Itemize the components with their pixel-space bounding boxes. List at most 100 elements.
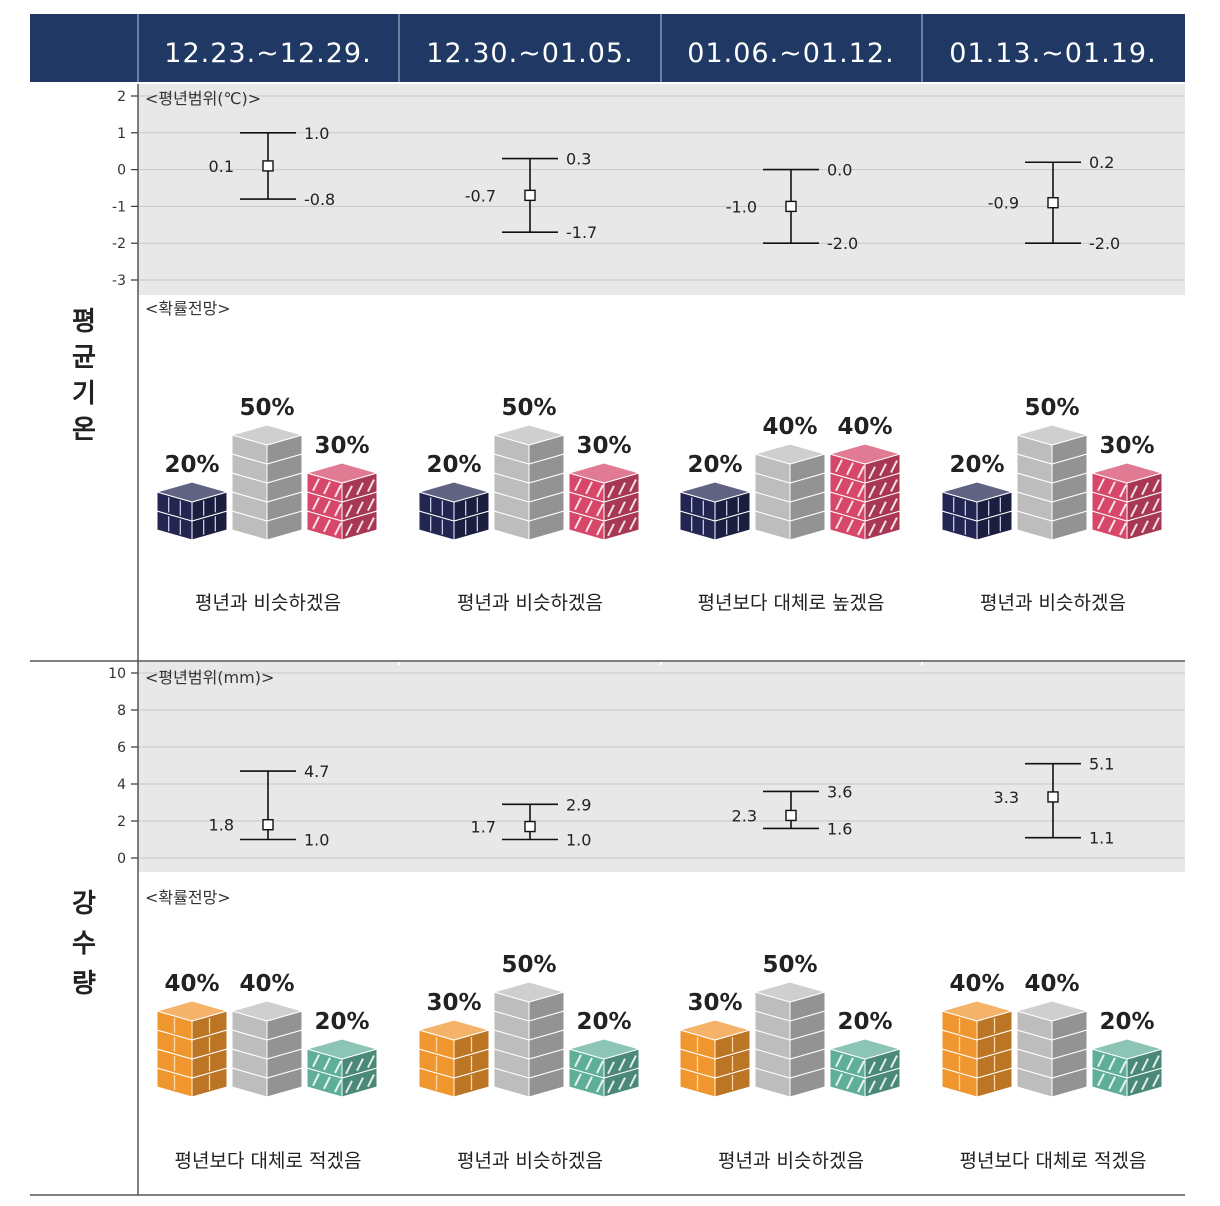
precip-normal-stack-block	[754, 1048, 826, 1079]
precip-above-stack-texture	[1108, 1076, 1116, 1090]
temp-center-label: -1.0	[726, 197, 757, 216]
precip-tick-label: 0	[117, 851, 126, 867]
precip-below-stack: 40%	[155, 971, 229, 1098]
precip-range-bars: 4.7 1.0 1.8 2.9 1.0 1.7 3.6 1.6 2.3 5.1 1.1 3.3	[209, 755, 1115, 850]
temp-above-stack-texture	[890, 517, 898, 531]
precip-above-stack-texture	[857, 1079, 865, 1093]
temp-above-stack-texture	[835, 497, 843, 511]
precip-center-label: 1.7	[471, 818, 496, 837]
temp-above-stack-texture	[607, 504, 615, 518]
temp-errorbar: 1.0 -0.8 0.1	[209, 124, 336, 209]
temp-center-marker	[262, 160, 274, 172]
temp-below-stack: 20%	[155, 452, 229, 541]
temp-normal-stack-block	[231, 510, 303, 541]
temp-section-label-char: 기	[72, 379, 96, 409]
precip-above-stack-texture	[1119, 1060, 1127, 1074]
temp-normal-stack-top	[492, 424, 566, 446]
precip-section-label-char: 수	[72, 929, 96, 959]
temp-normal-stack-percent-label: 50%	[1024, 395, 1079, 421]
temp-center-label: -0.9	[988, 194, 1019, 213]
temp-below-stack-block	[418, 510, 490, 541]
temp-normal-stack: 50%	[492, 395, 566, 541]
temp-above-stack-texture	[345, 523, 353, 537]
temp-range-label: <평년범위(℃)>	[145, 89, 261, 108]
precip-above-stack-texture	[345, 1061, 353, 1075]
temp-upper-label: 0.2	[1089, 153, 1114, 172]
temp-above-stack-block	[1091, 491, 1163, 522]
precip-normal-stack: 50%	[492, 952, 566, 1098]
temp-above-stack-texture	[1141, 501, 1149, 515]
header-period-3: 01.06.~01.12.	[687, 38, 894, 69]
temp-above-stack-texture	[323, 481, 331, 495]
temp-above-stack-texture	[629, 498, 637, 512]
precip-lower-label: 1.0	[566, 831, 591, 850]
precip-above-stack-texture	[585, 1057, 593, 1071]
temp-above-stack: 40%	[828, 414, 902, 541]
precip-center-marker	[262, 819, 274, 831]
temp-below-stack-block	[418, 491, 490, 522]
temp-above-stack: 30%	[567, 433, 641, 541]
precip-prob-label: <확률전망>	[145, 888, 231, 907]
precip-normal-stack-top	[1015, 1000, 1089, 1022]
temp-normal-stack-block	[754, 472, 826, 503]
temp-tick-label: -3	[112, 273, 126, 289]
temp-above-stack-top	[1090, 462, 1164, 484]
temp-center-marker	[1047, 197, 1059, 209]
precip-section-label: 강수량	[72, 889, 96, 999]
temp-upper-label: 0.0	[827, 161, 852, 180]
precip-errorbar: 4.7 1.0 1.8	[209, 762, 330, 849]
temp-tick-label: -1	[112, 199, 126, 215]
precip-above-stack-texture	[367, 1055, 375, 1069]
temp-above-stack-block	[568, 472, 640, 503]
temp-below-stack-block	[156, 491, 228, 522]
temp-lower-label: -2.0	[1089, 234, 1120, 253]
temp-above-stack-texture	[367, 517, 375, 531]
temp-above-stack-percent-label: 30%	[576, 433, 631, 459]
precip-outlook-1: 평년보다 대체로 적겠음	[175, 1150, 362, 1172]
temp-lower-label: -1.7	[566, 223, 597, 242]
precip-lower-label: 1.6	[827, 819, 852, 838]
precip-above-stack-texture	[334, 1079, 342, 1093]
precip-below-stack-percent-label: 30%	[687, 990, 742, 1016]
precip-above-stack-texture	[345, 1080, 353, 1094]
precip-normal-stack-block	[493, 1067, 565, 1098]
temp-above-stack-texture	[857, 465, 865, 479]
precip-below-stack-block	[679, 1048, 751, 1079]
precip-normal-stack-top	[230, 1000, 304, 1022]
temp-below-stack-percent-label: 20%	[949, 452, 1004, 478]
temp-above-stack-texture	[1108, 500, 1116, 514]
precip-below-stack: 40%	[940, 971, 1014, 1098]
precip-above-stack-texture	[1097, 1073, 1105, 1087]
temp-above-stack-texture	[835, 478, 843, 492]
precip-normal-stack-top	[753, 981, 827, 1003]
temp-above-stack-texture	[323, 500, 331, 514]
precip-above-stack-texture	[367, 1074, 375, 1088]
temp-above-stack-texture	[334, 503, 342, 517]
precip-above-stack-texture	[356, 1058, 364, 1072]
temp-above-stack-texture	[1130, 504, 1138, 518]
precip-above-stack: 20%	[1090, 1009, 1164, 1098]
temp-above-stack-texture	[596, 503, 604, 517]
temp-above-stack-texture	[618, 520, 626, 534]
precip-above-stack-texture	[629, 1074, 637, 1088]
temp-normal-stack-percent-label: 50%	[239, 395, 294, 421]
temp-above-stack-texture	[890, 479, 898, 493]
precip-above-stack-top	[1090, 1038, 1164, 1060]
temp-above-stack-texture	[345, 504, 353, 518]
temp-above-stack-block	[1091, 510, 1163, 541]
precip-outlook-4: 평년보다 대체로 적겠음	[960, 1150, 1147, 1172]
temp-above-stack-texture	[585, 481, 593, 495]
precip-above-stack-texture	[618, 1077, 626, 1091]
temp-below-stack-block	[941, 510, 1013, 541]
precip-above-stack: 20%	[305, 1009, 379, 1098]
temp-normal-stack: 50%	[230, 395, 304, 541]
temp-below-stack: 20%	[417, 452, 491, 541]
precip-range-label: <평년범위(mm)>	[145, 668, 274, 687]
temp-above-stack-texture	[334, 484, 342, 498]
precip-tick-label: 2	[117, 814, 126, 830]
temp-above-stack-texture	[596, 484, 604, 498]
precip-center-marker	[524, 820, 536, 833]
precip-above-stack-texture	[356, 1077, 364, 1091]
temp-above-stack-texture	[1119, 522, 1127, 536]
